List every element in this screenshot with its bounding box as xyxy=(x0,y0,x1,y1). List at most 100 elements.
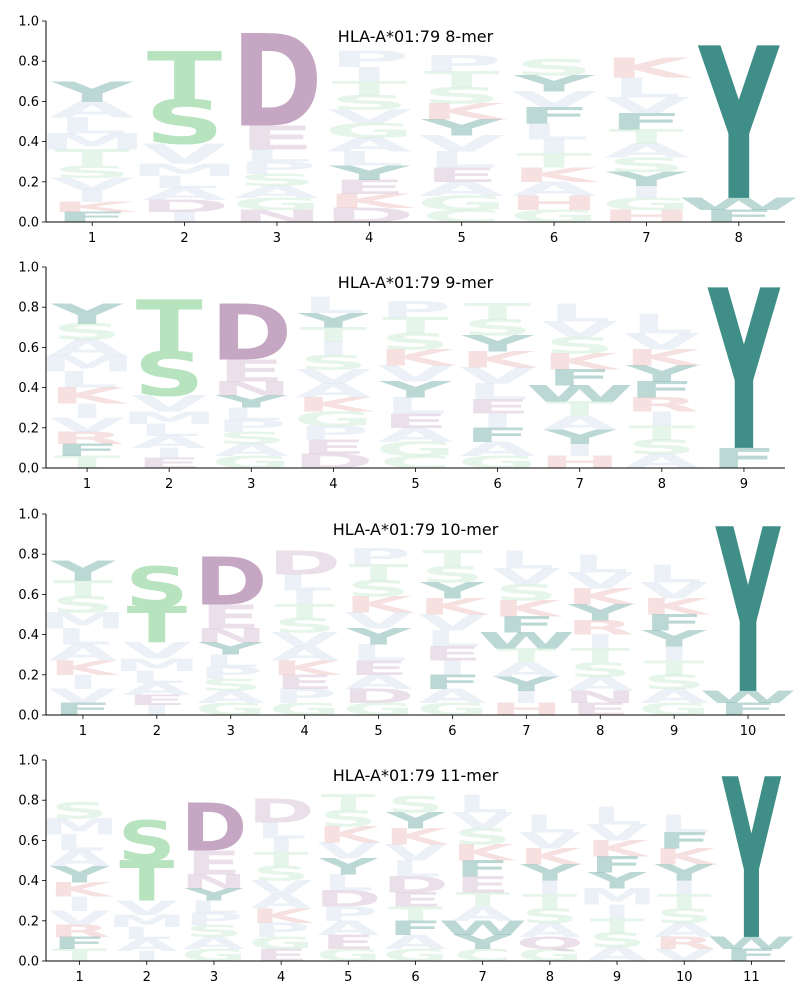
logo-letter: T xyxy=(54,453,121,472)
logo-letter: V xyxy=(49,414,125,437)
x-tick-label: 4 xyxy=(277,970,285,985)
logo-letter: T xyxy=(275,601,336,623)
logo-letter: S xyxy=(462,315,533,341)
logo-stack: FWY xyxy=(707,734,795,990)
logo-letter: M xyxy=(120,409,218,428)
logo-letter: I xyxy=(315,337,351,360)
logo-letter: D xyxy=(324,204,416,227)
logo-letter: V xyxy=(653,946,715,965)
x-tick-label: 9 xyxy=(670,724,678,739)
x-tick-label: 7 xyxy=(576,477,584,492)
logo-letter: V xyxy=(49,685,118,707)
logo-letter: M xyxy=(113,655,201,674)
logo-letter: S xyxy=(387,792,445,818)
logo-letter: A xyxy=(213,441,290,460)
logo-letter: S xyxy=(422,83,501,109)
logo-letter: V xyxy=(542,317,618,343)
logo-letter: T xyxy=(546,398,613,421)
x-tick-label: 6 xyxy=(448,724,456,739)
logo-letter: L xyxy=(572,550,628,579)
logo-letter: D xyxy=(342,685,415,707)
logo-letter: I xyxy=(288,587,321,609)
logo-letter: T xyxy=(628,422,695,445)
logo-letter: V xyxy=(49,175,134,194)
logo-letter: K xyxy=(384,824,449,850)
logo-letter: A xyxy=(49,335,125,361)
logo-letter: Y xyxy=(385,808,446,834)
logo-letter: S xyxy=(568,659,632,681)
logo-letter: Y xyxy=(605,168,689,191)
logo-letter: L xyxy=(54,830,105,856)
logo-letter: E xyxy=(388,889,443,911)
logo-letter: I xyxy=(266,835,296,857)
logo-letter: L xyxy=(188,897,239,916)
logo-letter: K xyxy=(295,394,374,417)
y-tick-label: 0.2 xyxy=(18,175,39,190)
logo-letter: L xyxy=(334,148,404,171)
logo-letter: Y xyxy=(461,331,536,357)
logo-letter: V xyxy=(492,564,561,590)
logo-letter: S xyxy=(544,333,615,359)
logo-letter: V xyxy=(116,897,178,919)
logo-letter: F xyxy=(718,700,778,719)
logo-letter: E xyxy=(382,410,449,433)
y-tick-label: 0.0 xyxy=(18,216,39,231)
logo-letter: C xyxy=(380,453,452,472)
logo-letter: Y xyxy=(345,624,412,650)
y-tick-label: 1.0 xyxy=(18,261,39,276)
x-tick-label: 5 xyxy=(374,724,382,739)
logo-letter: E xyxy=(422,643,482,665)
logo-letter: D xyxy=(315,886,382,912)
logo-letter: S xyxy=(514,55,593,81)
x-tick-label: 6 xyxy=(411,970,419,985)
logo-letter: S xyxy=(134,340,205,411)
logo-letter: L xyxy=(256,818,307,844)
y-tick-label: 0.2 xyxy=(18,668,39,683)
logo-letter: Y xyxy=(452,931,513,953)
logo-letter: Q xyxy=(516,934,584,953)
x-tick-label: 8 xyxy=(546,970,554,985)
logo-letter: L xyxy=(466,379,529,405)
logo-letter: E xyxy=(424,164,499,187)
logo-letter: Y xyxy=(654,860,715,886)
logo-letter: T xyxy=(464,299,532,325)
logo-letter: W xyxy=(438,917,527,939)
logo-letter: L xyxy=(323,870,374,896)
logo-letter: I xyxy=(644,408,680,431)
logo-letter: A xyxy=(511,178,596,201)
logo-letter: T xyxy=(332,77,407,100)
logo-letter: S xyxy=(421,562,485,588)
x-tick-label: 5 xyxy=(458,231,466,246)
x-tick-label: 8 xyxy=(735,231,743,246)
logo-panel: FKIVSTMLAYIDALMVSTNGASPLEDDKEYLAGVSTIPCG… xyxy=(18,5,799,248)
logo-letter: S xyxy=(52,162,131,181)
logo-letter: E xyxy=(300,436,367,459)
logo-letter: K xyxy=(452,840,517,866)
logo-letter: K xyxy=(640,594,711,620)
logo-letter: S xyxy=(145,87,224,158)
logo-letter: W xyxy=(707,934,795,953)
logo-letter: L xyxy=(203,651,259,670)
logo-letter: I xyxy=(561,441,597,460)
logo-letter: T xyxy=(424,67,499,93)
logo-letter: E xyxy=(218,354,285,389)
logo-letter: L xyxy=(302,293,365,319)
logo-letter: S xyxy=(51,592,115,618)
x-tick-label: 1 xyxy=(83,477,91,492)
logo-letter: I xyxy=(132,948,162,964)
logo-letter: S xyxy=(454,824,512,850)
y-tick-label: 0.4 xyxy=(18,381,39,396)
logo-letter: S xyxy=(330,91,409,114)
logo-letter: Y xyxy=(296,309,370,332)
y-tick-label: 0.6 xyxy=(18,588,39,603)
logo-letter: L xyxy=(56,367,119,393)
logo-letter: D xyxy=(139,197,231,216)
logo-letter: N xyxy=(563,688,637,707)
logo-letter: P xyxy=(380,297,452,323)
logo-letter: T xyxy=(388,903,443,925)
logo-letter: K xyxy=(511,164,600,187)
logo-letter: V xyxy=(640,578,709,604)
